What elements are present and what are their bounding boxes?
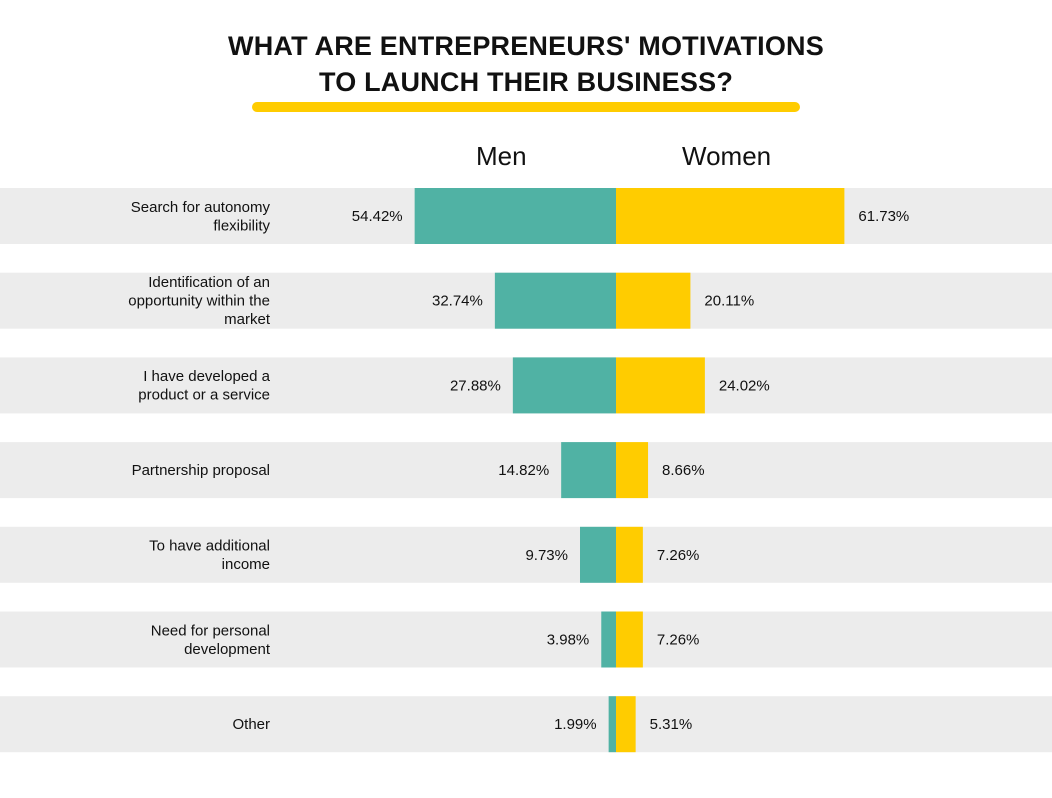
women-bar	[616, 696, 636, 753]
men-column-header: Men	[476, 141, 527, 171]
row-band	[0, 611, 1052, 668]
men-value-label: 32.74%	[432, 293, 483, 310]
category-label: product or a service	[138, 387, 270, 404]
category-label: Identification of an	[148, 274, 270, 291]
category-label: Partnership proposal	[132, 462, 270, 479]
women-bar	[616, 188, 845, 244]
category-label: opportunity within the	[128, 293, 270, 310]
women-value-label: 20.11%	[704, 293, 754, 310]
women-value-label: 5.31%	[650, 716, 693, 733]
chart-title-line-1: WHAT ARE ENTREPRENEURS' MOTIVATIONS	[228, 31, 824, 61]
men-value-label: 9.73%	[525, 547, 568, 564]
women-value-label: 61.73%	[858, 208, 909, 225]
category-label: flexibility	[213, 217, 270, 234]
men-bar	[608, 696, 616, 753]
men-value-label: 27.88%	[450, 377, 501, 394]
chart-title: WHAT ARE ENTREPRENEURS' MOTIVATIONS TO L…	[0, 28, 1052, 100]
category-label: Search for autonomy	[131, 199, 271, 216]
women-bar	[616, 357, 705, 414]
category-label: development	[184, 641, 271, 658]
women-bar	[616, 442, 649, 499]
women-value-label: 7.26%	[657, 547, 700, 564]
men-bar	[579, 526, 616, 583]
women-column-header: Women	[682, 141, 772, 171]
women-bar	[616, 526, 643, 583]
category-label: Other	[232, 716, 270, 733]
men-bar	[601, 611, 616, 668]
category-label: To have additional	[149, 538, 270, 555]
chart-title-line-2: TO LAUNCH THEIR BUSINESS?	[318, 67, 734, 97]
category-label: I have developed a	[143, 368, 270, 385]
men-bar	[414, 188, 616, 244]
row-band	[0, 696, 1052, 753]
row-band	[0, 526, 1052, 583]
category-label: market	[224, 311, 271, 328]
men-value-label: 14.82%	[498, 462, 549, 479]
women-value-label: 7.26%	[657, 632, 700, 649]
men-value-label: 1.99%	[554, 716, 597, 733]
row-band	[0, 442, 1052, 499]
women-bar	[616, 272, 691, 329]
women-value-label: 24.02%	[719, 377, 770, 394]
men-bar	[561, 442, 616, 499]
men-value-label: 3.98%	[547, 632, 590, 649]
women-bar	[616, 611, 643, 668]
men-value-label: 54.42%	[352, 208, 403, 225]
category-label: Need for personal	[151, 622, 270, 639]
category-label: income	[222, 556, 270, 573]
title-underline	[252, 102, 800, 112]
men-bar	[494, 272, 616, 329]
women-value-label: 8.66%	[662, 462, 705, 479]
men-bar	[512, 357, 616, 414]
